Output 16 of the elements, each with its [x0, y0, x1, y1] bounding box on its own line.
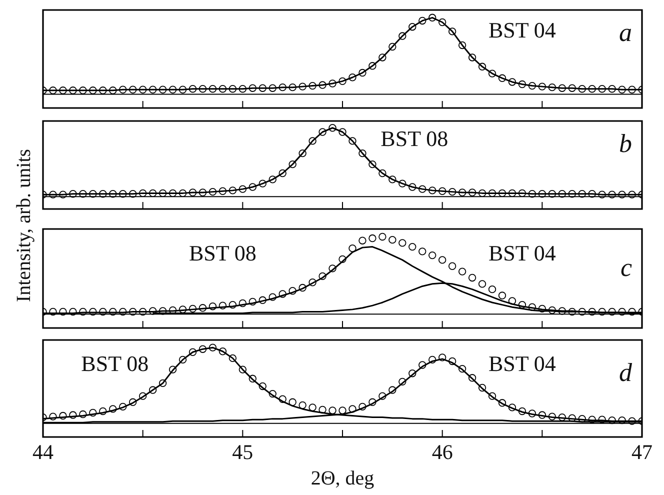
chart-title: b	[619, 128, 632, 158]
x-tick-label: 44	[32, 440, 54, 464]
annotation: BST 04	[488, 240, 556, 266]
annotation: BST 04	[488, 17, 556, 42]
text: c	[620, 252, 632, 282]
chart-title: a	[619, 18, 632, 47]
x-tick-label: 46	[432, 440, 453, 464]
y-axis-title: Intensity, arb. units	[12, 148, 36, 302]
x-axis-title: 2Θ, deg	[310, 467, 374, 490]
annotation: BST 08	[380, 126, 448, 152]
annotation: BST 08	[81, 351, 149, 376]
chart-title: d	[619, 358, 633, 387]
x-tick-label: 45	[232, 440, 254, 464]
x-tick-label: 47	[632, 440, 652, 464]
annotation: BST 04	[488, 351, 556, 376]
annotation: BST 08	[188, 240, 256, 266]
